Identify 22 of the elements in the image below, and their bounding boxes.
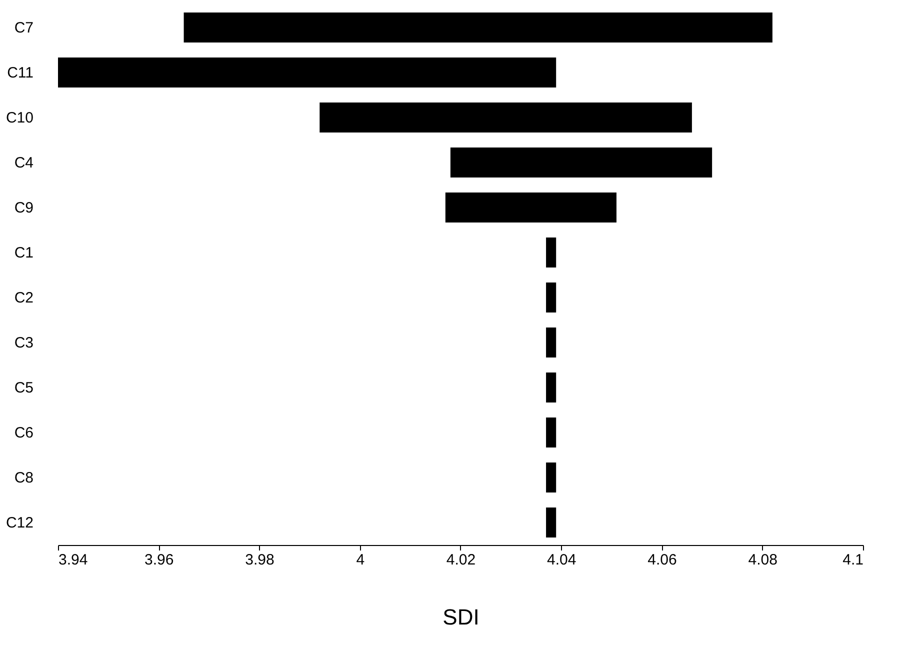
x-axis-title: SDI xyxy=(442,604,480,630)
x-tick-label: 4.1 xyxy=(842,552,864,568)
y-tick-label: C9 xyxy=(14,200,34,216)
x-tick-label: 4.02 xyxy=(446,552,476,568)
y-tick-label: C5 xyxy=(14,380,34,396)
x-tick-label: 3.94 xyxy=(58,552,88,568)
y-tick-label: C11 xyxy=(7,64,34,82)
y-tick-label: C2 xyxy=(14,290,34,306)
x-tick-label: 4.04 xyxy=(547,552,576,568)
y-tick-label: C8 xyxy=(14,470,34,486)
y-tick-label: C1 xyxy=(14,244,34,262)
y-tick-label: C6 xyxy=(14,424,34,442)
y-tick-label: C7 xyxy=(14,20,34,36)
y-tick-label: C4 xyxy=(14,154,34,172)
y-tick-label: C10 xyxy=(6,110,34,126)
x-tick-label: 4.08 xyxy=(748,552,778,568)
y-tick-label: C12 xyxy=(6,514,34,532)
y-tick-label: C3 xyxy=(14,334,34,352)
x-tick-label: 3.98 xyxy=(245,552,274,568)
x-tick-label: 4.06 xyxy=(648,552,677,568)
x-tick-label: 4 xyxy=(356,552,365,568)
x-tick-label: 3.96 xyxy=(144,552,174,568)
